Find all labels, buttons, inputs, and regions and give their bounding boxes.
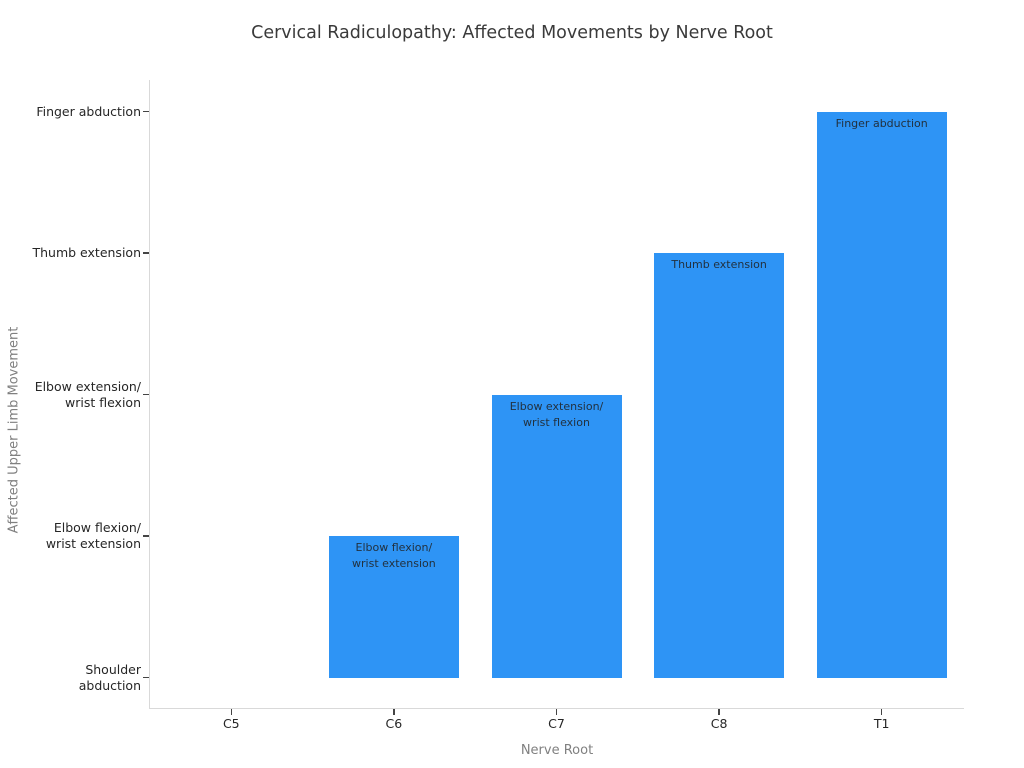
x-tick-label-c6: C6 [385, 716, 403, 731]
chart-title: Cervical Radiculopathy: Affected Movemen… [251, 23, 773, 43]
x-tick-c7 [555, 709, 558, 715]
x-tick-c8 [718, 709, 720, 715]
x-tick-label-c5: C5 [222, 716, 240, 731]
y-tick-0 [143, 676, 149, 679]
bar-label-t1: Finger abduction [835, 116, 928, 130]
x-tick-c6 [393, 709, 395, 715]
y-tick-3 [143, 252, 149, 254]
y-tick-2 [143, 393, 149, 396]
x-tick-label-c8: C8 [710, 716, 728, 731]
x-axis-title: Nerve Root [520, 743, 594, 758]
bar-c6: Elbow flexion/ wrist extension [328, 536, 459, 678]
y-tick-label-2: Elbow extension/ wrist flexion [34, 378, 141, 410]
x-axis-spine [149, 708, 964, 709]
y-tick-label-3: Thumb extension [32, 245, 141, 260]
x-tick-label-t1: T1 [873, 716, 890, 731]
x-tick-c5 [230, 709, 233, 715]
y-tick-label-1: Elbow flexion/ wrist extension [45, 520, 141, 551]
bar-label-c7: Elbow extension/ wrist flexion [509, 399, 604, 429]
y-tick-4 [143, 110, 149, 113]
bar-c8: Thumb extension [654, 253, 785, 678]
y-tick-label-0: Shoulder abduction [78, 661, 141, 693]
bar-label-c6: Elbow flexion/ wrist extension [352, 541, 436, 570]
bar-t1: Finger abduction [816, 111, 947, 678]
x-tick-label-c7: C7 [548, 716, 565, 731]
y-tick-label-4: Finger abduction [36, 103, 141, 119]
x-tick-t1 [880, 709, 883, 715]
bar-c7: Elbow extension/ wrist flexion [491, 394, 622, 678]
y-axis-spine [149, 80, 150, 708]
y-tick-1 [143, 535, 149, 537]
bar-label-c8: Thumb extension [671, 258, 767, 271]
y-axis-title: Affected Upper Limb Movement [6, 326, 22, 534]
